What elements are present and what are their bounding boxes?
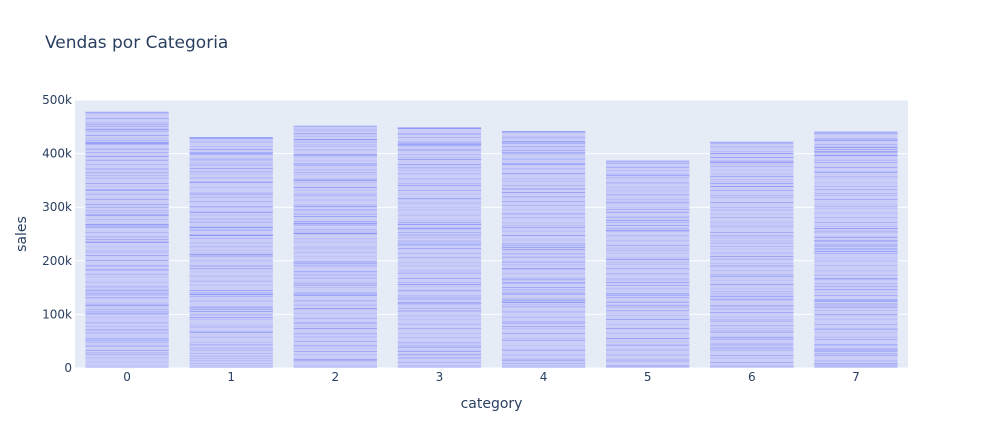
bar-category-2[interactable] (293, 125, 377, 368)
bar-category-5[interactable] (606, 160, 690, 368)
bar (189, 136, 273, 368)
bar-segment-lines (397, 127, 482, 367)
x-tick-label: 7 (852, 370, 860, 384)
bar-category-3[interactable] (397, 127, 482, 368)
bar-category-7[interactable] (814, 131, 898, 368)
bar-segment-lines (501, 131, 586, 367)
bar-category-6[interactable] (710, 141, 794, 368)
y-tick-label: 200k (42, 254, 72, 268)
bar-segment-lines (710, 141, 794, 367)
y-tick-label: 100k (42, 307, 72, 321)
x-tick-label: 0 (123, 370, 131, 384)
x-tick-label: 2 (331, 370, 339, 384)
bars-group (85, 111, 898, 369)
x-tick-label: 4 (540, 370, 548, 384)
x-axis-title: category (461, 396, 523, 412)
y-tick-label: 0 (64, 361, 72, 375)
bar (85, 111, 169, 369)
x-tick-label: 5 (644, 370, 652, 384)
bar (293, 125, 377, 368)
x-tick-label: 6 (748, 370, 756, 384)
bar-segment-lines (606, 160, 690, 367)
y-axis-ticks: 0 100k 200k 300k 400k 500k (42, 93, 72, 375)
bar (814, 131, 898, 368)
bar-category-4[interactable] (501, 131, 586, 368)
bar-segment-lines (814, 131, 898, 367)
bar (710, 141, 794, 368)
bar (397, 127, 482, 368)
bar-category-1[interactable] (189, 136, 273, 368)
y-axis-title: sales (14, 216, 30, 252)
x-axis-ticks: 0 1 2 3 4 5 6 7 (123, 370, 860, 384)
y-tick-label: 300k (42, 200, 72, 214)
bar-segment-lines (85, 111, 169, 367)
chart-title: Vendas por Categoria (45, 33, 228, 53)
bar-segment-lines (189, 136, 273, 367)
bar (606, 160, 690, 368)
bar-segment-lines (293, 125, 377, 367)
y-tick-label: 500k (42, 93, 72, 107)
y-tick-label: 400k (42, 147, 72, 161)
x-tick-label: 1 (227, 370, 235, 384)
x-tick-label: 3 (436, 370, 444, 384)
bar-category-0[interactable] (85, 111, 169, 369)
